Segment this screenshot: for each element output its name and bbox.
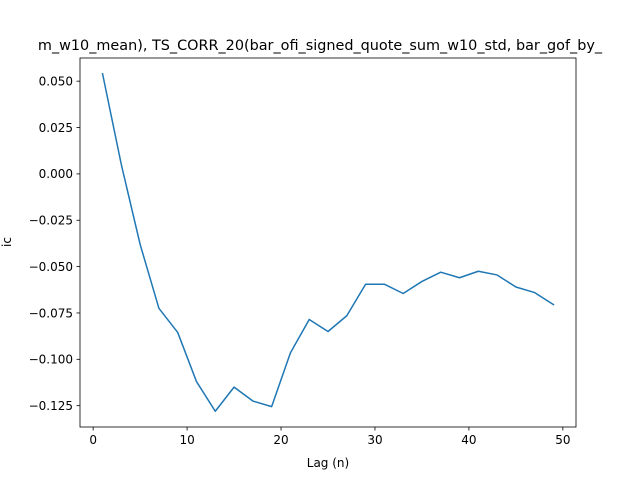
y-tick-label: −0.075 (29, 306, 73, 320)
x-tick-label: 30 (367, 433, 382, 447)
axes-frame (79, 57, 577, 428)
x-tick-label: 40 (461, 433, 476, 447)
y-tick-label: 0.000 (39, 167, 73, 181)
x-axis-label: Lag (n) (307, 456, 349, 470)
chart-title: m_w10_mean), TS_CORR_20(bar_ofi_signed_q… (38, 38, 603, 54)
y-axis-label: ic (0, 237, 14, 247)
x-tick-label: 10 (179, 433, 194, 447)
y-tick-label: 0.025 (39, 121, 73, 135)
plot-area: 0 10 20 30 40 50 0.050 0.025 0.000 −0.025 −0.050 −0… (29, 57, 577, 447)
y-tick-label: −0.125 (29, 399, 73, 413)
series-line-0 (101, 72, 555, 412)
y-tick-label: −0.100 (29, 353, 73, 367)
y-tick-label: −0.025 (29, 214, 73, 228)
y-tick-label: 0.050 (39, 74, 73, 88)
x-tick-label: 20 (273, 433, 288, 447)
x-tick-label: 0 (89, 433, 97, 447)
x-tick-label: 50 (555, 433, 570, 447)
y-tick-label: −0.050 (29, 260, 73, 274)
